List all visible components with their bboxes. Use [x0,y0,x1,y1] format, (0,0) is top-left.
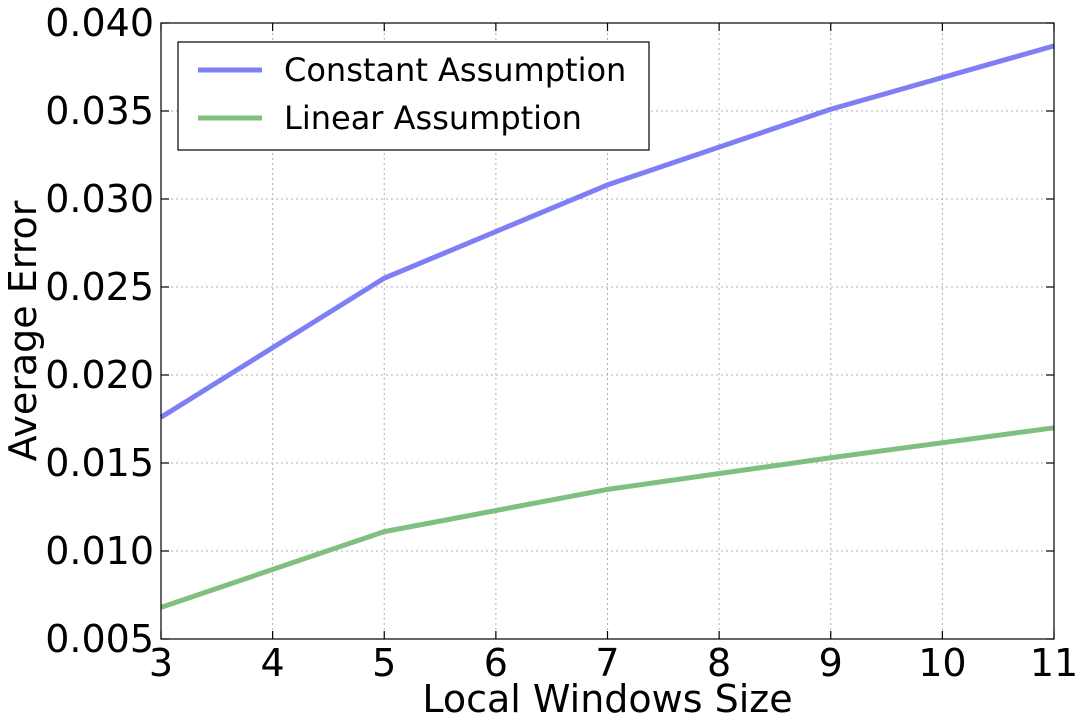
x-tick-label: 5 [372,641,396,685]
y-tick-labels: 0.005 0.010 0.015 0.020 0.025 0.030 0.035 0.040 [45,1,154,661]
x-tick-label: 6 [484,641,508,685]
x-tick-label: 7 [595,641,619,685]
x-tick-label: 9 [819,641,843,685]
y-axis-label: Average Error [1,200,45,461]
y-tick-label: 0.020 [45,353,154,397]
legend-box [177,41,650,151]
series-line-0 [159,43,1055,420]
series-line-1 [160,425,1055,610]
x-tick-label: 4 [261,641,285,685]
ticks [160,22,1055,640]
x-tick-labels: 3 4 5 6 7 8 9 10 11 [149,641,1078,685]
x-tick-label: 11 [1030,641,1078,685]
y-tick-label: 0.040 [45,1,154,45]
legend-label-1: Linear Assumption [284,99,582,137]
y-tick-label: 0.005 [45,617,154,661]
y-tick-label: 0.010 [45,529,154,573]
y-tick-label: 0.030 [45,177,154,221]
y-tick-label: 0.035 [45,89,154,133]
series-lines [159,43,1055,610]
legend-label-0: Constant Assumption [284,51,626,89]
x-tick-label: 8 [707,641,731,685]
x-axis-label: Local Windows Size [422,677,792,721]
y-tick-label: 0.015 [45,441,154,485]
y-tick-label: 0.025 [45,265,154,309]
legend: Constant Assumption Linear Assumption [177,41,650,151]
x-tick-label: 10 [918,641,966,685]
x-tick-label: 3 [149,641,173,685]
